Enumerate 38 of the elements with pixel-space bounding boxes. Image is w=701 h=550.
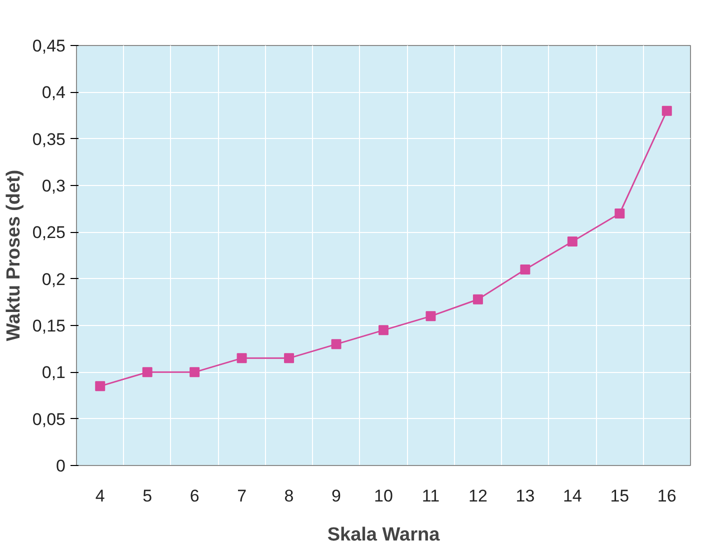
- point: [236, 353, 247, 364]
- x-tick-label: 7: [237, 486, 247, 506]
- x-tick-label: 13: [516, 486, 535, 506]
- point: [378, 325, 388, 336]
- y-tick-label: 0,2: [42, 270, 66, 289]
- y-tick-label: 0: [56, 456, 66, 476]
- point: [520, 264, 530, 274]
- x-tick-label: 5: [142, 486, 152, 506]
- x-tick-label: 14: [562, 486, 582, 506]
- x-tick-label: 15: [610, 486, 630, 506]
- x-tick-label: 16: [657, 486, 676, 506]
- x-tick-label: 8: [284, 486, 294, 506]
- y-tick-label: 0,05: [32, 410, 66, 429]
- point: [142, 367, 152, 378]
- point: [472, 294, 483, 304]
- point: [95, 381, 106, 392]
- y-tick-label: 0,15: [32, 316, 66, 336]
- x-axis-title: Skala Warna: [327, 524, 440, 546]
- y-axis-title: Waktu Proses (det): [3, 170, 24, 342]
- x-tick-label: 4: [95, 486, 105, 506]
- point: [614, 208, 625, 218]
- point: [284, 353, 294, 364]
- y-tick-label: 0,3: [42, 176, 66, 196]
- y-tick-label: 0,25: [32, 223, 66, 242]
- x-tick-label: 9: [332, 486, 342, 506]
- y-tick-label: 0,1: [42, 363, 66, 382]
- y-tick-label: 0,35: [32, 130, 66, 149]
- point: [567, 236, 578, 246]
- point: [190, 367, 200, 378]
- point: [331, 339, 342, 350]
- x-tick-label: 11: [422, 486, 440, 506]
- x-tick-label: 6: [190, 486, 200, 506]
- y-tick-label: 0,45: [32, 36, 66, 56]
- point: [662, 106, 672, 116]
- y-tick-label: 0,4: [42, 83, 66, 102]
- point: [426, 311, 436, 322]
- x-tick-label: 12: [468, 486, 488, 506]
- x-tick-label: 10: [374, 486, 393, 506]
